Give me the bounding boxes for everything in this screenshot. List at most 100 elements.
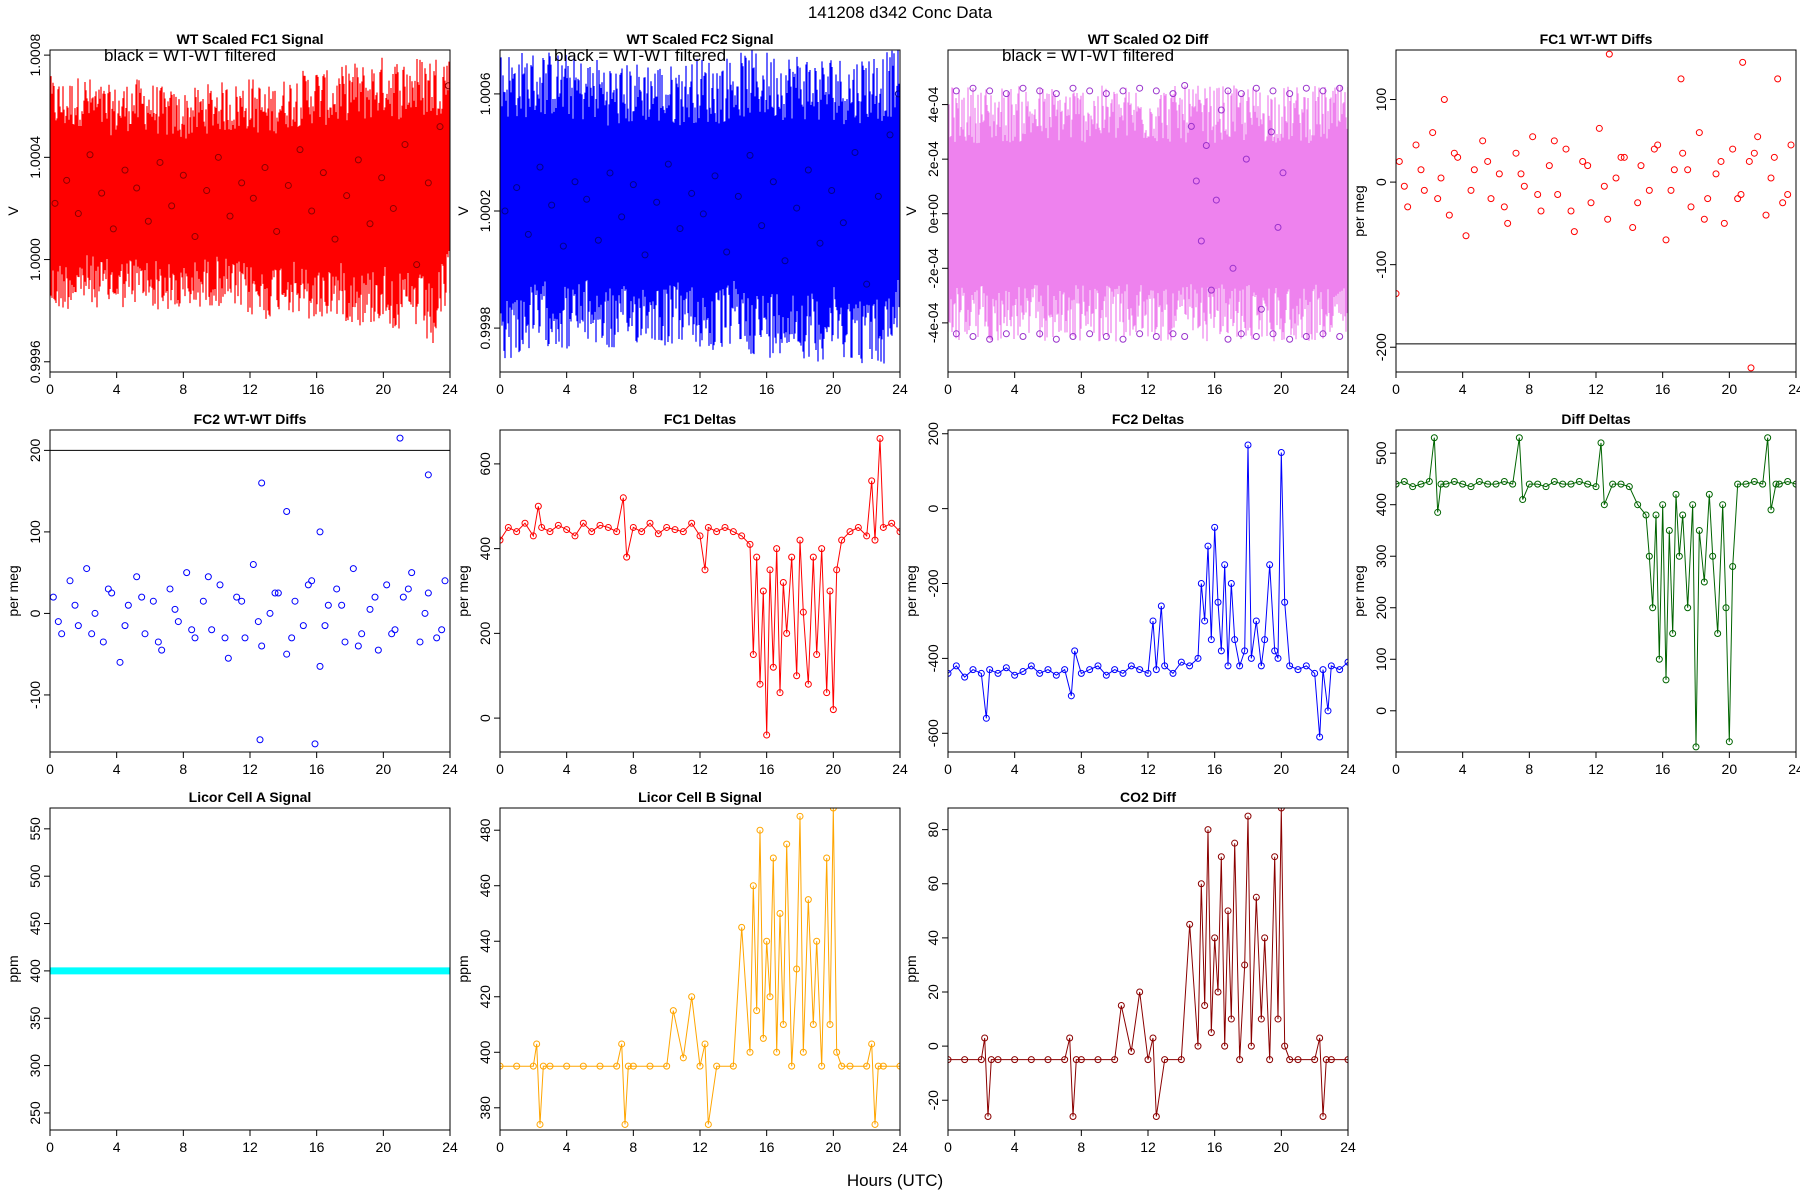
- x-tick-label: 12: [692, 1139, 708, 1155]
- data-point: [854, 523, 862, 531]
- data-point: [1152, 87, 1160, 95]
- data-point: [1266, 561, 1274, 569]
- data-point: [299, 622, 307, 630]
- x-tick-label: 0: [496, 1139, 504, 1155]
- data-point: [1470, 166, 1478, 174]
- data-point: [1344, 658, 1348, 666]
- y-tick-label: 600: [477, 452, 493, 476]
- data-point: [1224, 335, 1232, 343]
- y-axis-label: per meg: [903, 565, 919, 616]
- data-point: [1669, 630, 1677, 638]
- y-tick-label: 300: [27, 1054, 43, 1078]
- x-tick-label: 20: [1722, 381, 1738, 397]
- data-point: [851, 148, 859, 156]
- x-tick-label: 24: [442, 381, 458, 397]
- data-point: [358, 630, 366, 638]
- data-point: [1575, 478, 1583, 486]
- data-point: [378, 174, 386, 182]
- data-point: [1319, 87, 1327, 95]
- data-point: [606, 169, 614, 177]
- data-point: [1592, 483, 1600, 491]
- data-point: [1672, 490, 1680, 498]
- data-point: [563, 1062, 571, 1070]
- data-point: [438, 626, 446, 634]
- data-point: [529, 532, 537, 540]
- y-tick-label: 0.9996: [27, 340, 43, 383]
- x-tick-label: 24: [442, 1139, 458, 1155]
- data-point: [1257, 662, 1265, 670]
- panel-p8: Diff Deltas 0 4 8 12 16 20 24 0 100 200 300 400 500 pe…: [1351, 411, 1800, 777]
- data-point: [838, 536, 846, 544]
- y-tick-label: 500: [1373, 441, 1389, 465]
- x-tick-label: 16: [309, 1139, 325, 1155]
- panel-title: Licor Cell B Signal: [638, 789, 762, 805]
- data-point: [138, 593, 146, 601]
- data-point: [1677, 75, 1685, 83]
- data-point: [1462, 232, 1470, 240]
- data-point: [769, 663, 777, 671]
- data-point: [676, 225, 684, 233]
- x-tick-label: 24: [1788, 761, 1800, 777]
- series-0: [948, 441, 1348, 741]
- data-point: [1605, 50, 1613, 58]
- x-tick-label: 8: [1077, 761, 1085, 777]
- data-point: [1224, 87, 1232, 95]
- data-point: [1417, 166, 1425, 174]
- plot-frame: [1395, 49, 1797, 373]
- data-point: [619, 494, 627, 502]
- data-point: [1412, 141, 1420, 149]
- data-point: [1620, 153, 1628, 161]
- data-point: [781, 257, 789, 265]
- data-point: [961, 1056, 969, 1064]
- data-point: [1127, 1048, 1135, 1056]
- data-point: [1044, 1056, 1052, 1064]
- data-point: [283, 508, 291, 516]
- data-point: [1725, 738, 1733, 746]
- y-tick-label: -200: [1373, 333, 1389, 361]
- y-tick-label: 1.0004: [27, 136, 43, 179]
- data-point: [804, 166, 812, 174]
- data-point: [1019, 84, 1027, 92]
- y-tick-label: 4e-04: [925, 86, 941, 122]
- y-tick-label: -400: [925, 644, 941, 672]
- y-tick-label: 400: [27, 959, 43, 983]
- data-point: [1509, 480, 1517, 488]
- data-point: [1520, 182, 1528, 190]
- data-point: [1286, 90, 1294, 98]
- series-line: [948, 444, 1348, 738]
- data-point: [796, 536, 804, 544]
- data-point: [1734, 480, 1742, 488]
- data-point: [424, 589, 432, 597]
- data-point: [158, 646, 166, 654]
- data-point: [156, 158, 164, 166]
- plot-area: [1396, 434, 1796, 751]
- data-point: [986, 335, 994, 343]
- data-point: [704, 523, 712, 531]
- y-tick-label: 20: [925, 984, 941, 1000]
- data-point: [699, 210, 707, 218]
- data-point: [579, 1062, 587, 1070]
- data-point: [124, 601, 132, 609]
- data-point: [1302, 84, 1310, 92]
- data-point: [758, 222, 766, 230]
- x-tick-label: 20: [376, 761, 392, 777]
- data-point: [174, 618, 182, 626]
- data-point: [1211, 523, 1219, 531]
- data-point: [513, 1062, 521, 1070]
- x-tick-label: 12: [242, 1139, 258, 1155]
- data-point: [1036, 330, 1044, 338]
- data-point: [216, 581, 224, 589]
- data-point: [539, 1062, 547, 1070]
- data-point: [952, 662, 960, 670]
- y-tick-label: 0e+00: [925, 194, 941, 234]
- x-tick-label: 24: [442, 761, 458, 777]
- data-point: [1266, 1056, 1274, 1064]
- plot-area: [500, 434, 900, 739]
- x-tick-label: 0: [496, 381, 504, 397]
- x-tick-label: 4: [113, 1139, 121, 1155]
- data-point: [1027, 662, 1035, 670]
- data-point: [1322, 1056, 1330, 1064]
- data-point: [1152, 1112, 1160, 1120]
- data-point: [769, 854, 777, 862]
